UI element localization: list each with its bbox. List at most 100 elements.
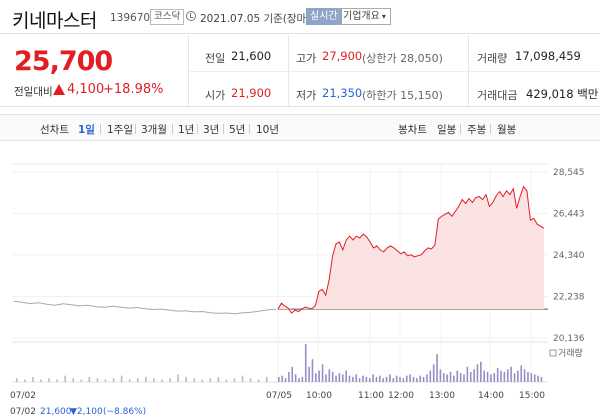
- volume-bar: [422, 376, 425, 382]
- high-label: 고가: [296, 52, 317, 65]
- high-value: 27,900: [322, 49, 363, 63]
- volume-bar: [453, 375, 455, 382]
- lower-limit: (하한가 15,150): [362, 89, 443, 102]
- volume-bar: [88, 376, 91, 382]
- volume-bar: [185, 376, 187, 382]
- volume-bar: [513, 373, 516, 382]
- volume-bar: [399, 376, 401, 382]
- volume-value: 17,098,459: [515, 49, 581, 63]
- x-axis: 07/02 07/05 10:00 11:00 12:00 13:00 14:00 15:00: [10, 391, 545, 401]
- volume-bar: [145, 376, 147, 382]
- volume-bar: [217, 376, 220, 382]
- change-value: 4,100: [67, 82, 105, 97]
- volume-bar: [249, 378, 252, 382]
- volume-bar: [540, 376, 543, 382]
- volume-bar: [405, 375, 408, 382]
- volume-bar: [412, 376, 415, 382]
- volume-bar: [56, 379, 58, 382]
- volume-bar: [530, 373, 533, 382]
- stock-name: 키네마스터: [12, 10, 97, 32]
- x-tick-label: 15:00: [519, 391, 545, 401]
- period-3y[interactable]: 3년: [203, 124, 220, 136]
- volume-bar: [284, 378, 287, 382]
- volume-bar: [315, 373, 317, 382]
- volume-bar: [506, 369, 509, 382]
- volume-bar: [278, 376, 280, 382]
- today-area: [278, 186, 544, 310]
- chart-footer: 07/02 21,600▼2,100 (−8.86%): [10, 407, 146, 417]
- period-1w[interactable]: 1주일: [107, 124, 134, 136]
- candle-daily[interactable]: 일봉: [437, 124, 457, 136]
- prev-close-label: 전일: [205, 52, 226, 65]
- volume-bar: [257, 379, 260, 382]
- volume-bar: [389, 374, 391, 382]
- volume-bar: [446, 374, 448, 382]
- volume-bar: [201, 379, 204, 382]
- period-3m[interactable]: 3개월: [141, 124, 168, 136]
- company-info-dropdown[interactable]: 기업개요: [338, 8, 391, 25]
- clock-icon: [186, 11, 196, 21]
- price-chart[interactable]: 28,545 26,443 24,340 22,238 20,136 거래량 07/02…: [0, 142, 600, 418]
- base-date: 2021.07.05 기준(장마감): [200, 13, 320, 25]
- volume-bar: [311, 359, 314, 382]
- prev-day-date: 07/02: [10, 407, 36, 417]
- volume-bar: [265, 376, 268, 382]
- change-label: 전일대비: [14, 86, 53, 98]
- y-tick-label: 28,545: [553, 168, 585, 178]
- volume-bar: [281, 375, 283, 382]
- volume-label: 거래량: [477, 52, 508, 65]
- candle-monthly[interactable]: 월봉: [497, 124, 517, 136]
- period-1y[interactable]: 1년: [178, 124, 195, 136]
- volume-bar: [379, 375, 381, 382]
- stock-header: 키네마스터 139670 코스닥 2021.07.05 기준(장마감) 실시간 …: [0, 0, 600, 34]
- volume-bar: [225, 379, 228, 382]
- chart-toolbar: 선차트 1일 1주일 3개월 1년 3년 5년 10년 봉차트 일봉 주봉 월봉: [0, 114, 600, 141]
- volume-bar: [308, 366, 310, 382]
- up-arrow-icon: [53, 84, 65, 95]
- volume-bar: [318, 370, 321, 382]
- volume-bar: [321, 364, 324, 382]
- volume-bar: [291, 366, 294, 382]
- volume-bar: [442, 373, 445, 382]
- volume-bar: [432, 364, 435, 382]
- period-10y[interactable]: 10년: [256, 124, 280, 136]
- volume-bar: [24, 379, 26, 382]
- volume-bar: [459, 373, 462, 382]
- x-tick-label: 11:00: [358, 391, 384, 401]
- x-tick-label: 14:00: [478, 391, 504, 401]
- volume-bar: [325, 374, 327, 382]
- volume-bar: [449, 371, 452, 382]
- volume-bar: [32, 376, 34, 382]
- market-badge: 코스닥: [150, 9, 185, 25]
- x-tick-label: 07/02: [10, 391, 36, 401]
- volume-bar: [439, 369, 442, 382]
- volume-bar: [153, 378, 155, 382]
- volume-bar: [382, 378, 384, 382]
- legend-icon: [549, 349, 557, 357]
- volume-bar: [483, 370, 485, 382]
- prev-day-change-pct: (−8.86%): [103, 407, 146, 417]
- volume-bar: [496, 368, 499, 382]
- separator: [100, 124, 101, 134]
- period-5y[interactable]: 5년: [229, 124, 246, 136]
- volume-bar: [503, 371, 506, 382]
- volume-bar: [362, 375, 364, 382]
- volume-bar: [80, 379, 83, 382]
- volume-bars: 거래량: [16, 344, 583, 382]
- volume-bar: [120, 375, 123, 382]
- volume-bar: [112, 378, 115, 382]
- realtime-button[interactable]: 실시간: [306, 8, 342, 25]
- y-tick-label: 20,136: [553, 334, 585, 344]
- y-axis: 28,545 26,443 24,340 22,238 20,136: [553, 168, 585, 344]
- volume-bar: [136, 378, 139, 382]
- volume-bar: [395, 375, 398, 382]
- volume-bar: [335, 375, 337, 382]
- candle-weekly[interactable]: 주봉: [467, 124, 487, 136]
- volume-bar: [402, 378, 405, 382]
- period-1d[interactable]: 1일: [78, 124, 95, 136]
- volume-bar: [385, 376, 388, 382]
- volume-bar: [177, 374, 179, 382]
- price-summary: 25,700 전일대비 4,100 +18.98% 전일 21,600 시가 2…: [0, 35, 600, 107]
- y-tick-label: 22,238: [553, 293, 585, 303]
- volume-bar: [338, 373, 341, 382]
